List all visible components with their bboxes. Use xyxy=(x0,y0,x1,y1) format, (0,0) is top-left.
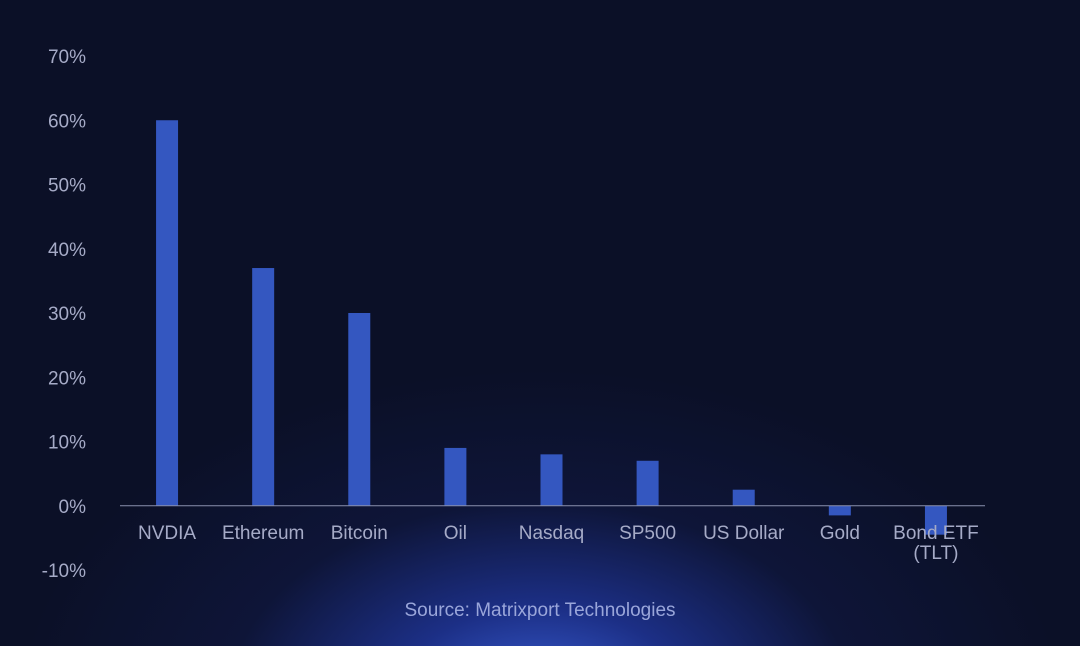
y-axis-ticks: 70% 60% 50% 40% 30% 20% 10% 0% -10% xyxy=(42,47,86,582)
bar xyxy=(348,313,371,506)
y-tick-label: 60% xyxy=(48,111,86,132)
y-tick-label: 20% xyxy=(48,368,86,389)
bar xyxy=(636,460,659,506)
y-tick-label: -10% xyxy=(42,561,86,582)
source-caption: Source: Matrixport Technologies xyxy=(404,600,676,621)
x-category-label: Nasdaq xyxy=(519,523,585,544)
x-category-label: Gold xyxy=(820,523,860,544)
x-category-label: Bond ETF (TLT) xyxy=(893,523,979,564)
bar xyxy=(444,447,467,506)
x-category-label: Bitcoin xyxy=(331,523,388,544)
bar xyxy=(828,505,851,516)
y-tick-label: 40% xyxy=(48,240,86,261)
x-category-label: Ethereum xyxy=(222,523,304,544)
x-category-label: NVDIA xyxy=(138,523,196,544)
x-category-label: US Dollar xyxy=(703,523,785,544)
x-category-label: SP500 xyxy=(619,523,676,544)
y-tick-label: 70% xyxy=(48,47,86,68)
bar xyxy=(732,489,755,506)
x-axis-labels: NVDIA Ethereum Bitcoin Oil Nasdaq SP500 US Dol… xyxy=(138,523,979,564)
y-tick-label: 30% xyxy=(48,304,86,325)
y-tick-label: 50% xyxy=(48,176,86,197)
x-category-label: Oil xyxy=(444,523,467,544)
bars xyxy=(156,120,947,535)
bar xyxy=(540,454,563,506)
y-tick-label: 0% xyxy=(59,497,87,518)
bar xyxy=(252,268,275,506)
y-tick-label: 10% xyxy=(48,433,86,454)
bar xyxy=(924,505,947,535)
bar xyxy=(156,120,179,506)
